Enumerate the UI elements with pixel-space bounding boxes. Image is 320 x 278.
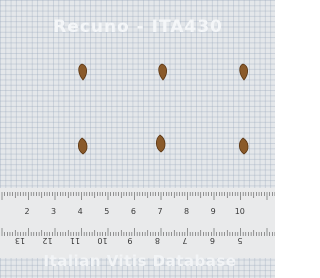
seed <box>78 138 87 154</box>
ruler-label: 13 <box>15 236 25 245</box>
seed <box>159 64 167 80</box>
ruler-label: 9 <box>127 236 132 245</box>
ruler-label: 3 <box>51 207 56 216</box>
ruler <box>0 188 275 258</box>
ruler-label: 8 <box>184 207 189 216</box>
scene: Recuno - ITA430 Italian Vitis Database 2… <box>0 0 275 278</box>
title: Recuno - ITA430 <box>53 17 223 37</box>
ruler-label: 6 <box>131 207 136 216</box>
ruler-label: 5 <box>104 207 109 216</box>
seed <box>240 64 248 80</box>
ruler-label: 7 <box>157 207 162 216</box>
photo: Recuno - ITA430 Italian Vitis Database 2… <box>0 0 275 278</box>
ruler-label: 12 <box>42 236 52 245</box>
seed <box>156 135 165 152</box>
seed <box>239 138 248 154</box>
seeds <box>78 64 248 154</box>
ruler-label: 5 <box>237 236 242 245</box>
ruler-label: 11 <box>70 236 80 245</box>
ruler-label: 7 <box>182 236 187 245</box>
ruler-label: 4 <box>78 207 83 216</box>
ruler-label: 10 <box>235 207 245 216</box>
ruler-label: 9 <box>211 207 216 216</box>
ruler-label: 2 <box>24 207 29 216</box>
seed <box>79 64 87 80</box>
watermark: Italian Vitis Database <box>44 252 237 270</box>
ruler-label: 10 <box>97 236 107 245</box>
ruler-label: 6 <box>210 236 215 245</box>
ruler-label: 8 <box>155 236 160 245</box>
